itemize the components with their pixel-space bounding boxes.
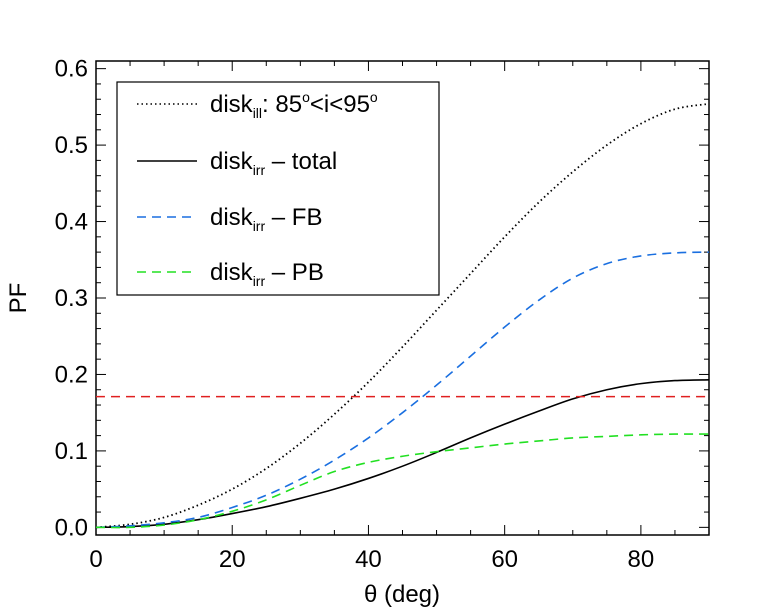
- x-tick-label: 60: [491, 546, 518, 573]
- y-tick-label: 0.4: [55, 209, 88, 236]
- axis-ticks: [95, 61, 710, 535]
- x-tick-label: 40: [355, 546, 382, 573]
- legend-label: diskirr – PB: [210, 259, 324, 289]
- series-line-0: [95, 102, 710, 529]
- y-tick-label: 0.6: [55, 56, 88, 83]
- y-tick-label: 0.5: [55, 132, 88, 159]
- legend-label: diskill: 85o<i<95o: [210, 89, 378, 121]
- legend-label: diskirr – total: [210, 148, 337, 178]
- series-line-3: [95, 433, 710, 529]
- y-tick-label: 0.0: [55, 514, 88, 541]
- legend: diskill: 85o<i<95o diskirr – total diskirr…: [116, 81, 440, 296]
- series-line-2: [95, 251, 710, 529]
- series-line-1: [95, 379, 710, 529]
- legend-box: [116, 81, 440, 296]
- x-tick-label: 80: [628, 546, 655, 573]
- series-lines: [95, 102, 710, 529]
- y-tick-label: 0.3: [55, 285, 88, 312]
- tick-labels: 0 20 40 60 80 0.0 0.1 0.2 0.3 0.4 0.5 0.6: [55, 56, 655, 573]
- y-tick-label: 0.2: [55, 361, 88, 388]
- x-axis-title: θ (deg): [364, 581, 440, 608]
- x-tick-label: 0: [89, 546, 102, 573]
- legend-label: diskirr – FB: [210, 204, 322, 234]
- y-axis-title: PF: [5, 283, 32, 314]
- x-tick-label: 20: [219, 546, 246, 573]
- y-tick-label: 0.1: [55, 438, 88, 465]
